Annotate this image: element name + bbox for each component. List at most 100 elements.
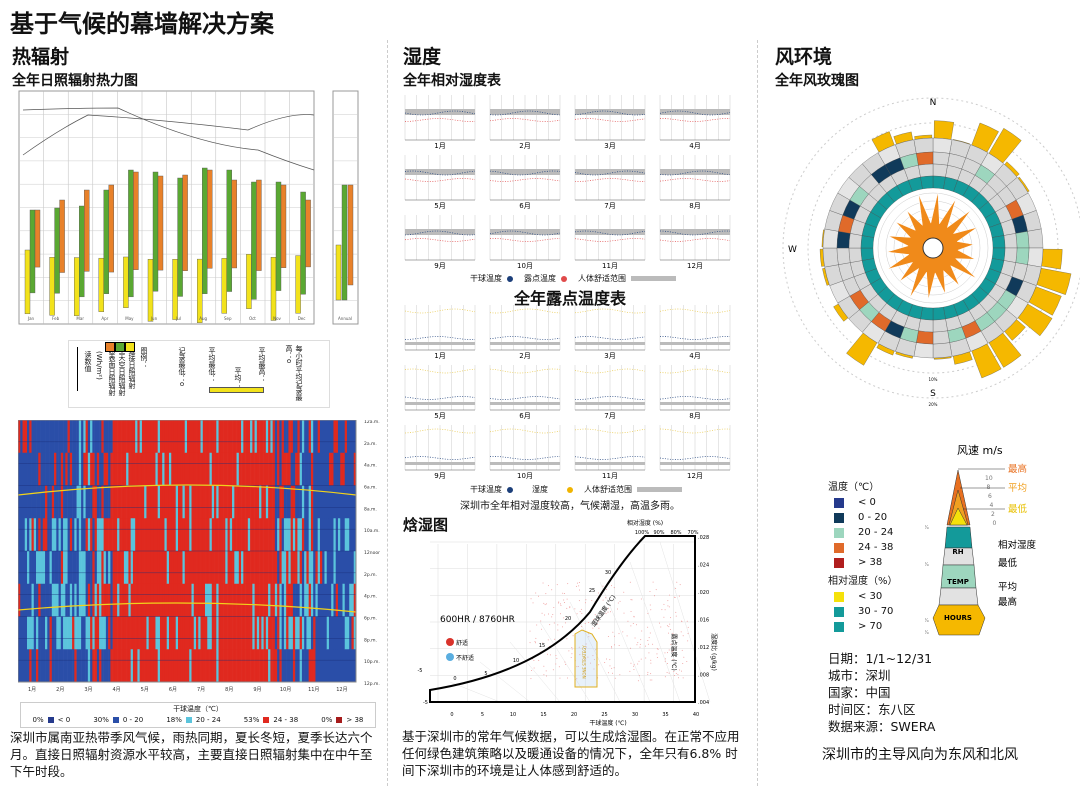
heatmap-cell [69,616,73,650]
heatmap-cell [58,616,62,650]
legend-item: 20 - 24 [828,525,898,540]
heatmap-cell [110,616,113,650]
data-point [540,620,542,622]
bar-total [108,184,115,273]
heatmap-cell [344,551,348,585]
bar-total [182,174,188,271]
month-label: 7月 [604,202,615,210]
hour-label: 12p.m. [364,681,380,687]
data-point [613,635,615,637]
bar-direct [196,258,203,323]
heatmap-cell [209,551,213,585]
heatmap-cell [189,485,192,519]
heatmap-cell [322,485,325,519]
heatmap-cell [38,649,41,683]
heatmap-cell [254,583,258,617]
legend-item: < 0 [828,495,898,510]
heatmap-cell [229,616,233,650]
heatmap-cell [94,551,98,585]
heatmap-cell [101,649,104,683]
data-point [566,638,568,640]
legend-item: 0 - 20 [828,510,898,525]
legend-pct: 0% [32,716,44,724]
heatmap-cell [22,420,26,454]
heatmap-cell [283,616,287,650]
heatmap-cell [301,452,305,486]
heatmap-legend-item: 18% 20 - 24 [166,716,220,724]
heatmap-cell [346,551,350,585]
heatmap-cell [295,583,298,617]
heatmap-cell [126,420,129,454]
heatmap-cell [279,452,282,486]
heatmap-cell [252,485,255,519]
legend-dry-bulb: 干球温度 [470,274,502,283]
heatmap-cell [103,583,107,617]
heatmap-cell [202,551,206,585]
heatmap-cell [168,649,172,683]
x-tick: 10 [510,712,516,718]
heatmap-cell [177,518,181,552]
heatmap-cell [234,452,237,486]
series-line [659,396,731,400]
heatmap-cell [63,649,66,683]
heatmap-cell [128,485,131,519]
hour-label: 4p.m. [364,594,377,600]
heatmap-cell [202,452,206,486]
heatmap-cell [193,420,197,454]
heatmap-cell [117,518,120,552]
heatmap-cell [182,583,186,617]
heatmap-cell [153,485,156,519]
data-point [675,587,677,589]
data-point [670,617,672,619]
data-point [547,653,549,655]
heatmap-cell [166,452,170,486]
heatmap-cell [241,518,244,552]
data-point [597,620,599,622]
data-point [687,640,689,642]
heatmap-cell [36,420,39,454]
heatmap-cell [90,485,93,519]
data-point [629,581,631,583]
heatmap-cell [180,616,183,650]
heatmap-cell [38,583,41,617]
wind-conclusion: 深圳市的主导风向为东风和北风 [822,747,1018,763]
heatmap-cell [38,551,41,585]
heatmap-cell [63,616,66,650]
heatmap-cell [175,649,179,683]
data-point [616,608,618,610]
heatmap-cell [184,551,188,585]
data-point [595,649,597,651]
wet-bulb-tick: 5 [484,671,487,677]
heatmap-cell [101,616,104,650]
legend-swatch-orange [105,342,115,352]
heatmap-cell [295,420,298,454]
heatmap-cell [128,420,131,454]
heatmap-cell [349,551,352,585]
series-line [574,368,646,374]
heatmap-cell [241,420,244,454]
series-line [574,230,646,236]
heatmap-cell [135,616,138,650]
column-divider [387,40,388,786]
comfort-band [660,109,730,115]
data-point [648,652,650,654]
series-line [659,336,731,340]
heatmap-cell [155,616,159,650]
heatmap-cell [54,485,57,519]
heatmap-cell [78,583,82,617]
y-tick: .028 [698,535,709,541]
heatmap-cell [232,518,235,552]
heatmap-cell [139,649,143,683]
heatmap-cell [286,452,289,486]
heatmap-cell [105,420,109,454]
series-line [404,428,476,434]
legend-range: 20 - 24 [195,716,221,724]
heatmap-cell [108,583,111,617]
heatmap-cell [333,583,337,617]
heatmap-cell [211,616,215,650]
heatmap-cell [247,583,251,617]
dp-table-title: 全年露点温度表 [513,289,626,308]
humidity-dot [567,486,573,493]
data-point [672,649,674,651]
heatmap-cell [277,485,280,519]
